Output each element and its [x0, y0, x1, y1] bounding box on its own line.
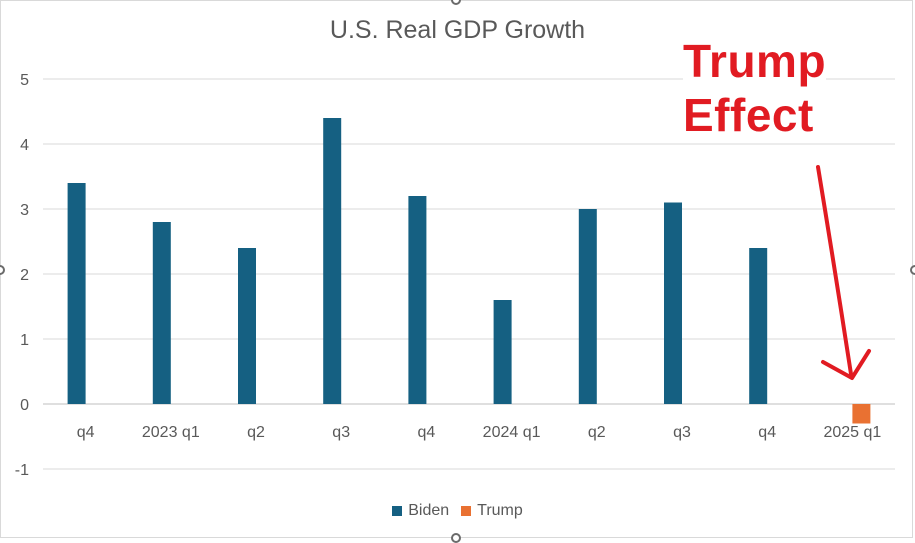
x-tick-label: q2 [588, 424, 606, 441]
x-tick-label: q2 [247, 424, 265, 441]
legend-item-trump[interactable]: Trump [461, 502, 523, 520]
x-tick-label: q3 [673, 424, 691, 441]
y-tick-label: 4 [20, 137, 29, 154]
bar-biden[interactable] [323, 118, 342, 404]
arrow-head [821, 349, 871, 380]
trump-effect-annotation: Trump Effect [683, 34, 827, 142]
bar-biden[interactable] [493, 300, 512, 404]
resize-handle-right[interactable] [910, 265, 915, 275]
y-tick-label: 0 [20, 397, 29, 414]
bar-trump[interactable] [852, 404, 871, 424]
x-tick-label: 2023 q1 [142, 424, 200, 441]
resize-handle-top[interactable] [451, 0, 461, 5]
y-tick-label: 1 [20, 332, 29, 349]
annotation-line1: Trump [683, 35, 827, 87]
resize-handle-left[interactable] [0, 265, 5, 275]
x-tick-label: q4 [418, 424, 436, 441]
bar-biden[interactable] [578, 209, 597, 404]
legend[interactable]: Biden Trump [0, 502, 915, 520]
x-tick-label: 2024 q1 [483, 424, 541, 441]
y-tick-label: 2 [20, 267, 29, 284]
chart-title[interactable]: U.S. Real GDP Growth [329, 16, 586, 44]
bar-biden[interactable] [238, 248, 256, 404]
x-tick-label: q3 [332, 424, 350, 441]
bars [67, 118, 871, 424]
legend-swatch-biden [392, 506, 403, 516]
annotation-line2: Effect [683, 89, 814, 141]
x-axis-ticks: q4 2023 q1 q2 q3 q4 2024 q1 q2 q3 q4 2025 q1 [77, 424, 882, 441]
bar-biden[interactable] [408, 196, 427, 404]
legend-label-biden: Biden [408, 502, 450, 519]
arrow-annotation [816, 165, 871, 380]
legend-item-biden[interactable]: Biden [392, 502, 449, 520]
bar-biden[interactable] [749, 248, 768, 404]
x-tick-label: q4 [77, 424, 95, 441]
y-tick-label: 5 [20, 72, 29, 89]
y-tick-label: -1 [15, 462, 29, 479]
arrow-shaft [816, 165, 853, 376]
y-tick-label: 3 [20, 202, 29, 219]
y-axis-ticks: -1 0 1 2 3 4 5 [15, 72, 29, 479]
x-tick-label: 2025 q1 [823, 424, 881, 441]
legend-swatch-trump [461, 506, 472, 516]
bar-biden[interactable] [664, 202, 682, 405]
legend-label-trump: Trump [477, 502, 523, 519]
bar-biden[interactable] [152, 222, 171, 404]
bar-biden[interactable] [67, 183, 86, 404]
x-tick-label: q4 [758, 424, 776, 441]
